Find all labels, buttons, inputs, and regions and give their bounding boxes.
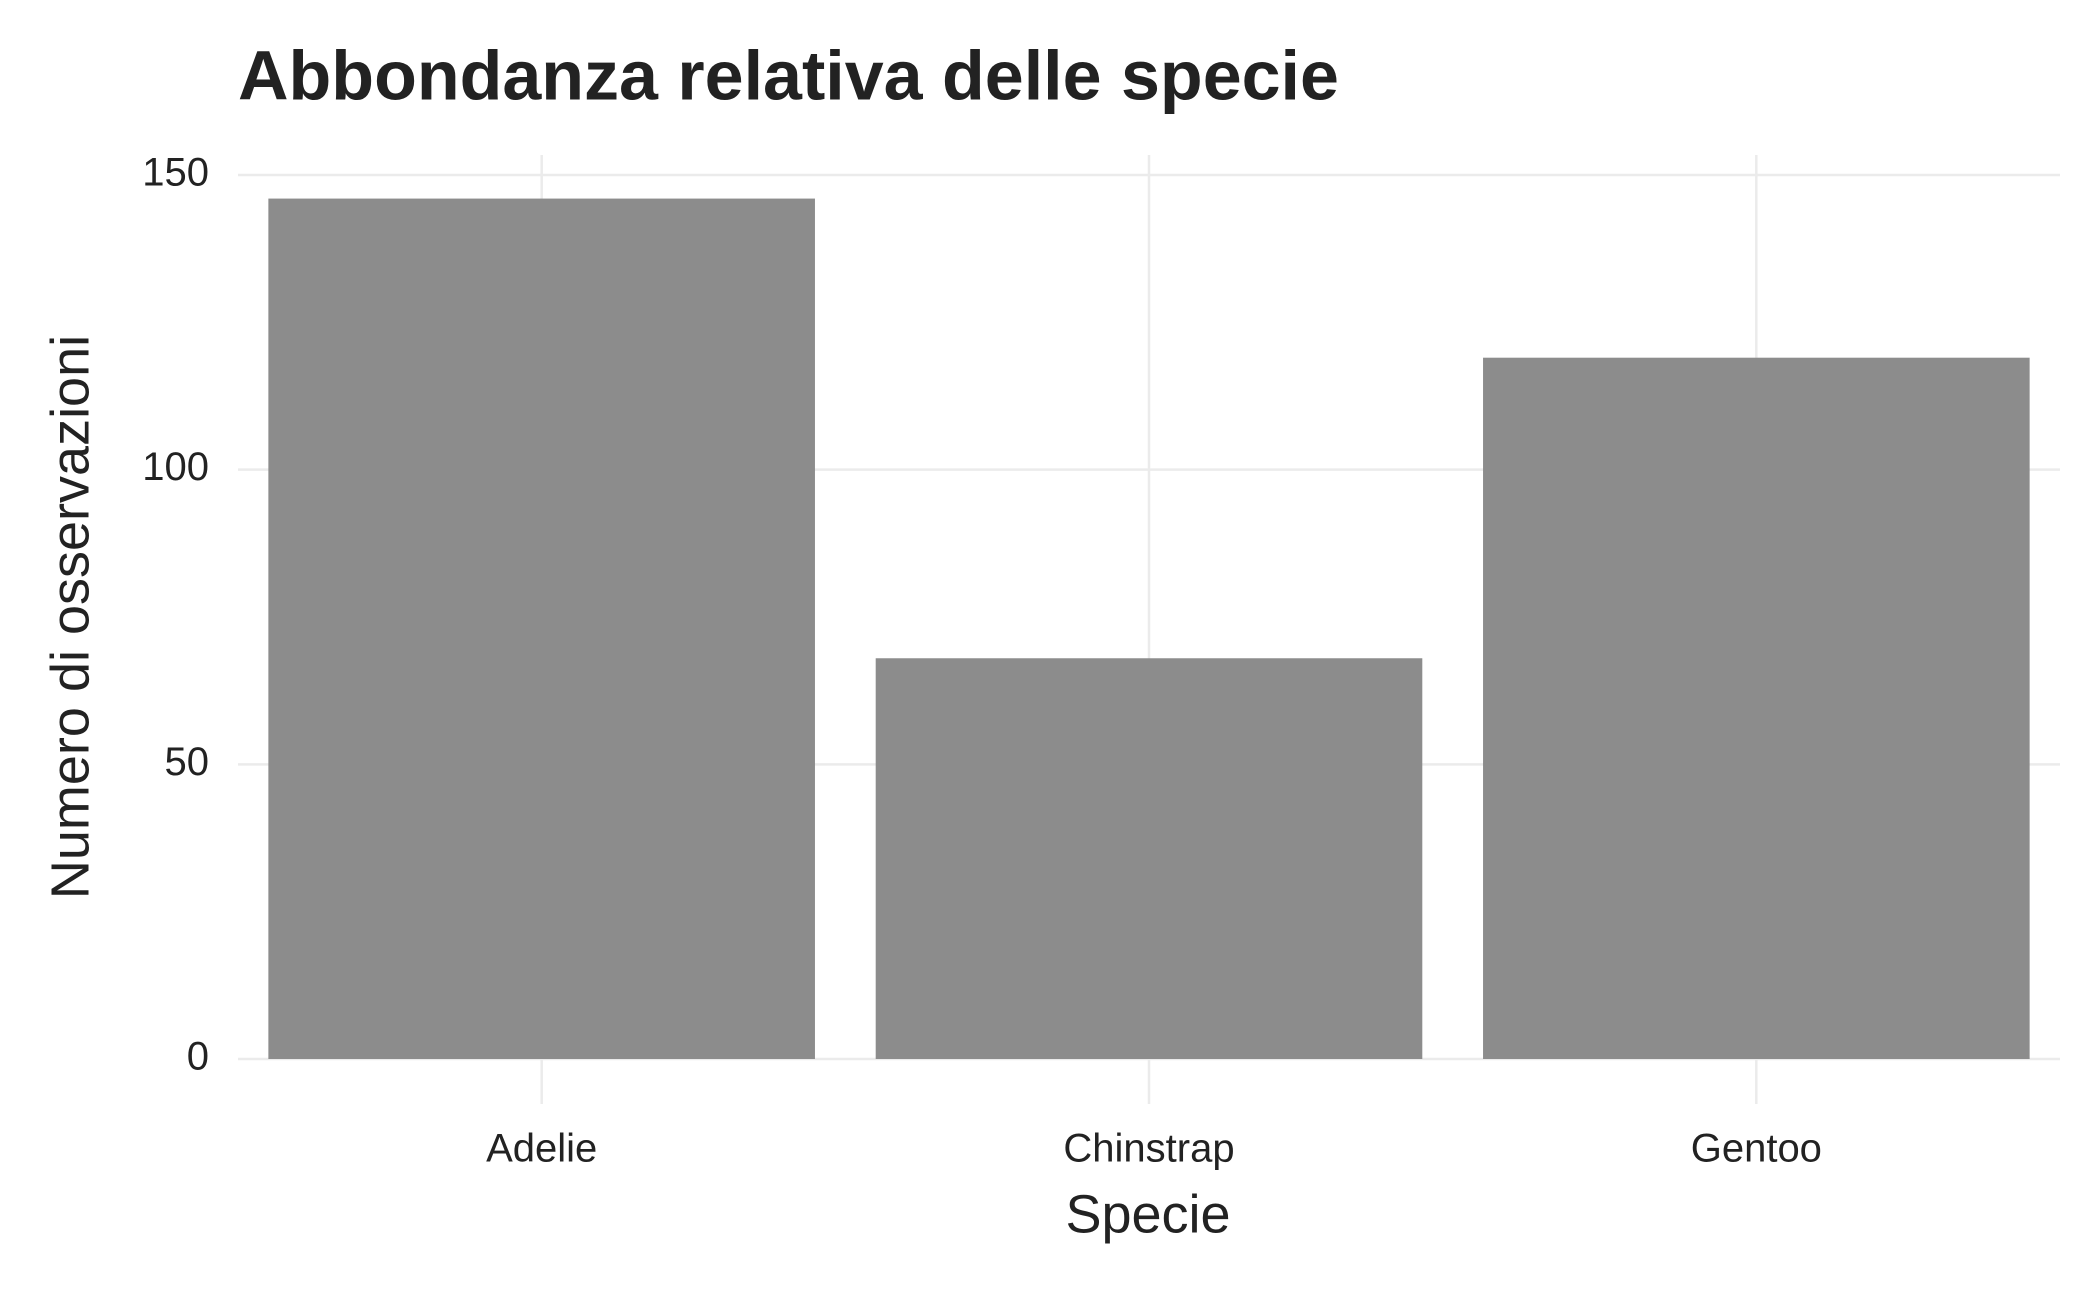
y-tick-label: 150: [142, 151, 209, 195]
bar: [1483, 357, 2030, 1059]
y-axis-title: Numero di osservazioni: [40, 335, 100, 899]
y-tick-label: 0: [187, 1035, 209, 1079]
bar: [875, 658, 1423, 1059]
chart-title: Abbondanza relativa delle specie: [238, 36, 1339, 114]
x-tick-label: Adelie: [486, 1127, 597, 1171]
y-tick-label: 100: [142, 445, 209, 489]
y-tick-label: 50: [165, 740, 210, 784]
bar: [268, 198, 815, 1059]
x-tick-label: Chinstrap: [1063, 1127, 1234, 1171]
x-tick-label: Gentoo: [1691, 1127, 1822, 1171]
x-axis-title: Specie: [1065, 1184, 1230, 1244]
